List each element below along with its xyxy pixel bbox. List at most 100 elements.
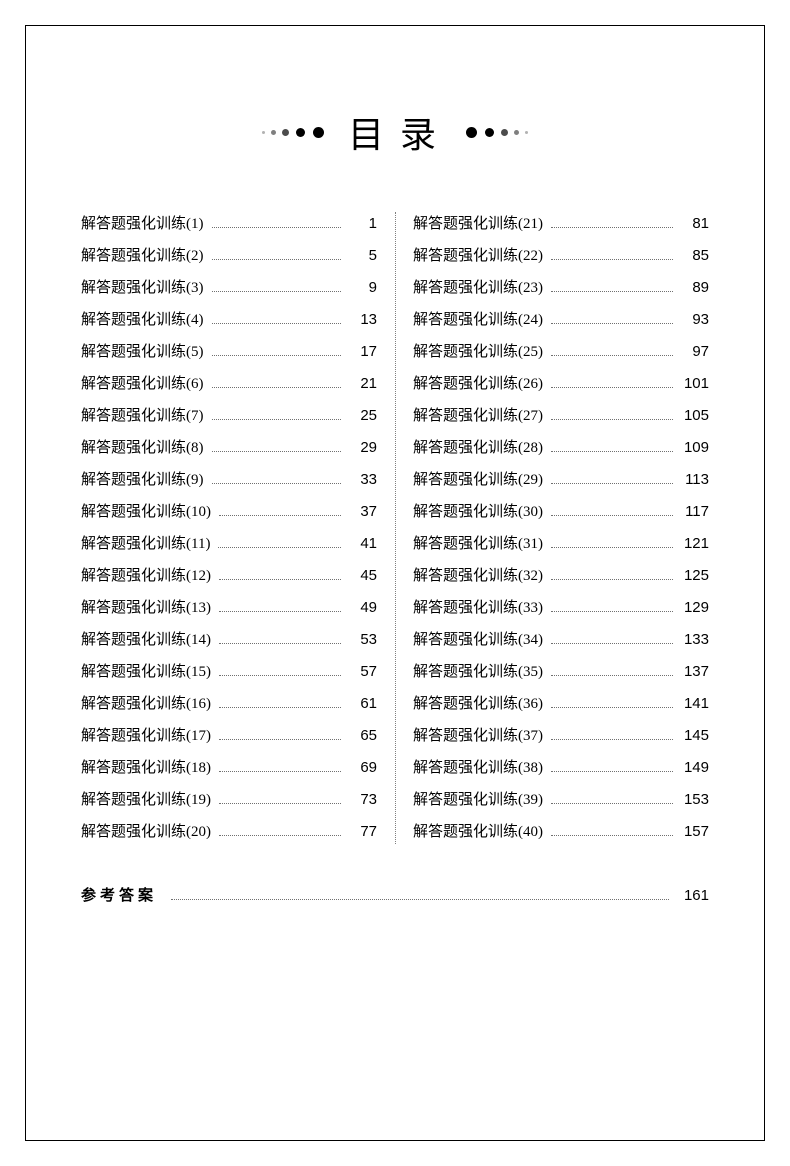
toc-leader (551, 707, 673, 708)
toc-leader (551, 643, 673, 644)
toc-leader (219, 803, 341, 804)
toc-leader (551, 547, 673, 548)
toc-page: 37 (347, 504, 377, 519)
footer-label: 参考答案 (81, 884, 157, 905)
toc-columns: 解答题强化训练(1)1解答题强化训练(2)5解答题强化训练(3)9解答题强化训练… (81, 208, 709, 848)
toc-label: 解答题强化训练(19) (81, 793, 211, 808)
toc-row: 解答题强化训练(26)101 (413, 368, 709, 400)
footer-leader (171, 899, 669, 900)
toc-leader (551, 451, 673, 452)
toc-row: 解答题强化训练(19)73 (81, 784, 377, 816)
toc-row: 解答题强化训练(7) 25 (81, 400, 377, 432)
toc-row: 解答题强化训练(38) 149 (413, 752, 709, 784)
toc-row: 解答题强化训练(40) 157 (413, 816, 709, 848)
toc-leader (219, 515, 341, 516)
toc-label: 解答题强化训练(14) (81, 633, 211, 648)
toc-leader (551, 387, 673, 388)
toc-leader (218, 547, 341, 548)
toc-leader (219, 739, 341, 740)
toc-row: 解答题强化训练(15)57 (81, 656, 377, 688)
toc-page: 41 (347, 536, 377, 551)
toc-row: 解答题强化训练(14) 53 (81, 624, 377, 656)
toc-leader (219, 835, 341, 836)
toc-label: 解答题强化训练(37) (413, 729, 543, 744)
toc-label: 解答题强化训练(35) (413, 665, 543, 680)
toc-page: 25 (347, 408, 377, 423)
toc-row: 解答题强化训练(17)65 (81, 720, 377, 752)
toc-row: 解答题强化训练(36)141 (413, 688, 709, 720)
toc-page: 81 (679, 216, 709, 231)
toc-label: 解答题强化训练(40) (413, 825, 543, 840)
toc-row: 解答题强化训练(22) 85 (413, 240, 709, 272)
toc-label: 解答题强化训练(2) (81, 249, 204, 264)
toc-label: 解答题强化训练(6) (81, 377, 204, 392)
toc-leader (551, 579, 673, 580)
toc-page: 101 (679, 376, 709, 391)
toc-row: 解答题强化训练(8) 29 (81, 432, 377, 464)
toc-leader (219, 579, 341, 580)
toc-row: 解答题强化训练(10)37 (81, 496, 377, 528)
toc-page: 21 (347, 376, 377, 391)
toc-label: 解答题强化训练(8) (81, 441, 204, 456)
toc-label: 解答题强化训练(30) (413, 505, 543, 520)
toc-leader (212, 483, 342, 484)
toc-row: 解答题强化训练(29)113 (413, 464, 709, 496)
toc-leader (219, 771, 341, 772)
toc-row: 解答题强化训练(5)17 (81, 336, 377, 368)
toc-page: 129 (679, 600, 709, 615)
toc-label: 解答题强化训练(16) (81, 697, 211, 712)
toc-label: 解答题强化训练(21) (413, 217, 543, 232)
toc-row: 解答题强化训练(23)89 (413, 272, 709, 304)
toc-page: 117 (679, 504, 709, 519)
toc-row: 解答题强化训练(31)121 (413, 528, 709, 560)
toc-row: 解答题强化训练(39) 153 (413, 784, 709, 816)
toc-leader (551, 611, 673, 612)
toc-row: 解答题强化训练(35) 137 (413, 656, 709, 688)
toc-label: 解答题强化训练(9) (81, 473, 204, 488)
toc-row: 解答题强化训练(27) 105 (413, 400, 709, 432)
toc-page: 137 (679, 664, 709, 679)
toc-page: 113 (679, 472, 709, 487)
toc-label: 解答题强化训练(22) (413, 249, 543, 264)
toc-leader (212, 419, 342, 420)
toc-page: 9 (347, 280, 377, 295)
toc-label: 解答题强化训练(34) (413, 633, 543, 648)
toc-page: 85 (679, 248, 709, 263)
toc-leader (551, 515, 673, 516)
toc-page: 105 (679, 408, 709, 423)
toc-column-right: 解答题强化训练(21)81解答题强化训练(22)85解答题强化训练(23)89解… (395, 208, 709, 848)
page-title: 目录 (332, 106, 458, 158)
toc-label: 解答题强化训练(1) (81, 217, 204, 232)
toc-leader (551, 291, 673, 292)
toc-row: 解答题强化训练(11)41 (81, 528, 377, 560)
toc-leader (551, 259, 673, 260)
toc-label: 解答题强化训练(7) (81, 409, 204, 424)
title-dots-left-icon (259, 123, 328, 141)
column-separator (395, 212, 396, 844)
toc-page: 29 (347, 440, 377, 455)
page-frame: 目录 解答题强化训练(1)1解答题强化训练(2)5解答题强化训练(3)9解答题强… (25, 25, 765, 1141)
toc-label: 解答题强化训练(23) (413, 281, 543, 296)
toc-label: 解答题强化训练(25) (413, 345, 543, 360)
toc-page: 153 (679, 792, 709, 807)
toc-row: 解答题强化训练(16)61 (81, 688, 377, 720)
toc-page: 93 (679, 312, 709, 327)
toc-row: 解答题强化训练(9)33 (81, 464, 377, 496)
toc-page: 97 (679, 344, 709, 359)
toc-label: 解答题强化训练(39) (413, 793, 543, 808)
toc-row: 解答题强化训练(13)49 (81, 592, 377, 624)
toc-label: 解答题强化训练(33) (413, 601, 543, 616)
toc-leader (212, 291, 342, 292)
toc-label: 解答题强化训练(32) (413, 569, 543, 584)
toc-column-left: 解答题强化训练(1)1解答题强化训练(2)5解答题强化训练(3)9解答题强化训练… (81, 208, 395, 848)
toc-page: 17 (347, 344, 377, 359)
toc-leader (212, 227, 342, 228)
toc-page: 157 (679, 824, 709, 839)
toc-leader (219, 675, 341, 676)
toc-page: 53 (347, 632, 377, 647)
toc-row: 解答题强化训练(24)93 (413, 304, 709, 336)
toc-page: 149 (679, 760, 709, 775)
toc-label: 解答题强化训练(27) (413, 409, 543, 424)
toc-leader (551, 323, 673, 324)
toc-label: 解答题强化训练(38) (413, 761, 543, 776)
